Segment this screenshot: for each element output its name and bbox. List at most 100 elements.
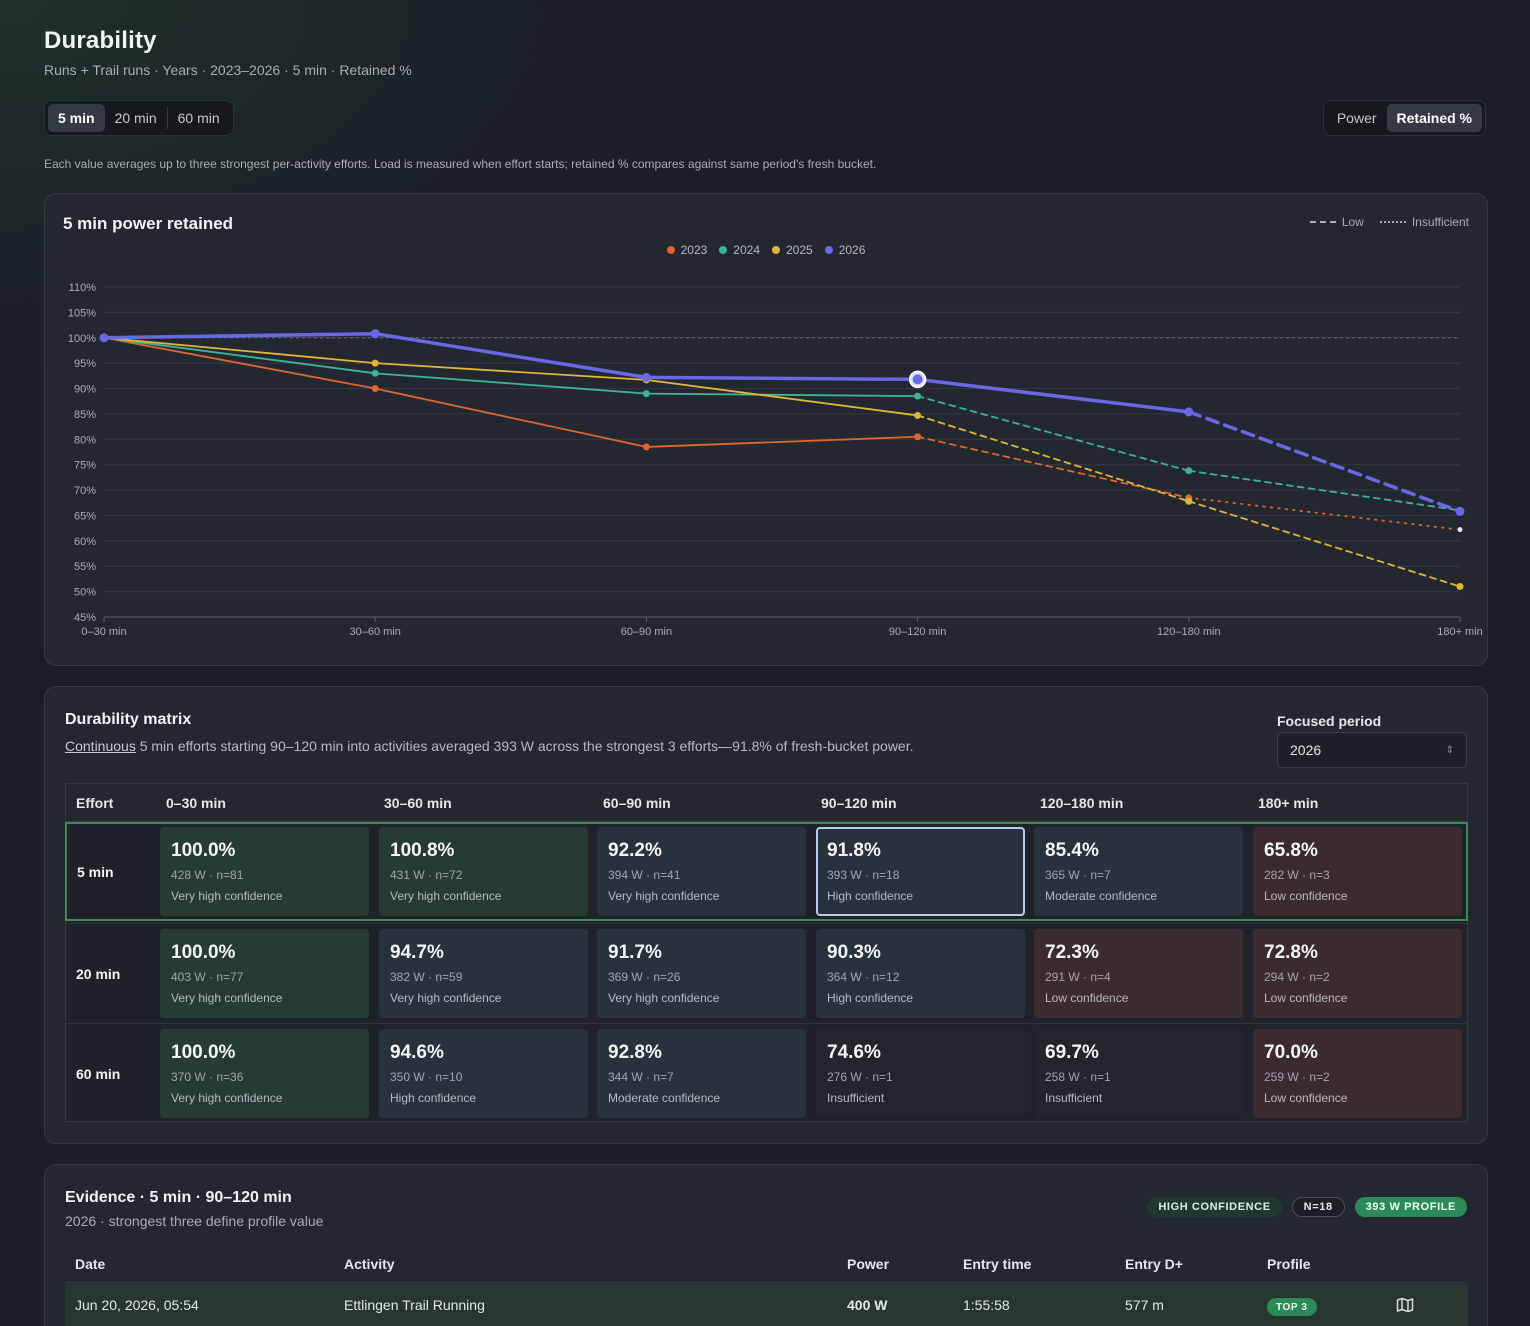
line-style-legend: Low Insufficient bbox=[1309, 215, 1469, 229]
row-power: 400 W bbox=[847, 1297, 888, 1313]
data-point-2024 bbox=[642, 390, 650, 398]
cell-value: 92.2% bbox=[608, 840, 662, 861]
legend-insufficient: Insufficient bbox=[1379, 215, 1469, 229]
page-subtitle: Runs + Trail runs · Years · 2023–2026 · … bbox=[44, 62, 412, 78]
matrix-title: Durability matrix bbox=[65, 711, 192, 728]
matrix-cell[interactable]: 92.8% 344 W · n=7 Moderate confidence bbox=[597, 1029, 806, 1118]
y-tick-label: 45% bbox=[74, 612, 96, 624]
y-tick-label: 50% bbox=[74, 587, 96, 599]
data-point-2025 bbox=[371, 359, 379, 367]
matrix-header-row: Effort 0–30 min 30–60 min 60–90 min 90–1… bbox=[66, 784, 1467, 822]
x-tick-label: 90–120 min bbox=[889, 626, 947, 638]
data-point-2023 bbox=[642, 443, 650, 451]
legend-dot-2025 bbox=[772, 246, 780, 254]
matrix-cell[interactable]: 100.0% 370 W · n=36 Very high confidence bbox=[160, 1029, 369, 1118]
matrix-cell[interactable]: 92.2% 394 W · n=41 Very high confidence bbox=[597, 827, 806, 916]
legend-dot-2026 bbox=[824, 246, 833, 254]
top-3-badge: TOP 3 bbox=[1267, 1298, 1317, 1316]
cell-value: 94.7% bbox=[390, 942, 444, 963]
divider bbox=[166, 107, 168, 129]
focused-period-value: 2026 bbox=[1290, 742, 1322, 758]
matrix-summary-text: 5 min efforts starting 90–120 min into a… bbox=[135, 738, 914, 754]
series-segment-2026 bbox=[373, 331, 649, 380]
legend-low: Low bbox=[1309, 215, 1364, 229]
cell-detail: 365 W · n=7 bbox=[1045, 868, 1111, 882]
window-option-60-min[interactable]: 60 min bbox=[177, 110, 220, 126]
cell-value: 85.4% bbox=[1045, 840, 1099, 861]
matrix-cell[interactable]: 65.8% 282 W · n=3 Low confidence bbox=[1253, 827, 1462, 916]
matrix-cell[interactable]: 69.7% 258 W · n=1 Insufficient bbox=[1034, 1029, 1243, 1118]
legend-label-2024: 2024 bbox=[733, 243, 760, 257]
matrix-cell[interactable]: 100.8% 431 W · n=72 Very high confidence bbox=[379, 827, 588, 916]
focused-period-select[interactable]: 2026 ⇕ bbox=[1277, 732, 1467, 768]
y-tick-label: 110% bbox=[69, 282, 97, 294]
cell-value: 100.0% bbox=[171, 942, 236, 963]
matrix-cell[interactable]: 91.8% 393 W · n=18 High confidence bbox=[816, 827, 1025, 916]
series-segment-2023 bbox=[1187, 496, 1461, 531]
cell-detail: 291 W · n=4 bbox=[1045, 970, 1111, 984]
matrix-cell[interactable]: 100.0% 403 W · n=77 Very high confidence bbox=[160, 929, 369, 1018]
data-point-2026 bbox=[99, 333, 109, 343]
cell-detail: 394 W · n=41 bbox=[608, 868, 681, 882]
row-entry-dplus: 577 m bbox=[1125, 1297, 1164, 1313]
x-tick-label: 60–90 min bbox=[621, 626, 672, 638]
matrix-cell[interactable]: 91.7% 369 W · n=26 Very high confidence bbox=[597, 929, 806, 1018]
matrix-row-label: 20 min bbox=[76, 966, 121, 982]
evidence-badges: HIGH CONFIDENCE N=18 393 W PROFILE bbox=[1147, 1197, 1467, 1217]
cell-confidence: Very high confidence bbox=[608, 991, 720, 1005]
metric-option-power[interactable]: Power bbox=[1336, 110, 1377, 126]
y-tick-label: 85% bbox=[74, 409, 96, 421]
window-option-20-min[interactable]: 20 min bbox=[114, 110, 157, 126]
cell-detail: 344 W · n=7 bbox=[608, 1070, 674, 1084]
map-icon[interactable] bbox=[1396, 1297, 1414, 1313]
x-tick-label: 120–180 min bbox=[1157, 626, 1221, 638]
metric-toggle: Power Retained % bbox=[1322, 100, 1486, 136]
matrix-cell[interactable]: 90.3% 364 W · n=12 High confidence bbox=[816, 929, 1025, 1018]
cell-value: 100.8% bbox=[390, 840, 455, 861]
cell-confidence: Low confidence bbox=[1045, 991, 1129, 1005]
matrix-cell[interactable]: 94.6% 350 W · n=10 High confidence bbox=[379, 1029, 588, 1118]
matrix-cell[interactable]: 72.8% 294 W · n=2 Low confidence bbox=[1253, 929, 1462, 1018]
col-power: Power bbox=[847, 1256, 890, 1272]
legend-item-2023[interactable]: 2023 bbox=[666, 243, 707, 257]
matrix-cell[interactable]: 72.3% 291 W · n=4 Low confidence bbox=[1034, 929, 1243, 1018]
cell-detail: 393 W · n=18 bbox=[827, 868, 900, 882]
data-point-2025 bbox=[1456, 583, 1464, 591]
matrix-cell[interactable]: 100.0% 428 W · n=81 Very high confidence bbox=[160, 827, 369, 916]
series-segment-2024 bbox=[1187, 469, 1461, 512]
continuous-link[interactable]: Continuous bbox=[65, 738, 136, 754]
window-option-5-min[interactable]: 5 min bbox=[48, 104, 105, 132]
matrix-cell[interactable]: 70.0% 259 W · n=2 Low confidence bbox=[1253, 1029, 1462, 1118]
legend-item-2026[interactable]: 2026 bbox=[824, 243, 866, 257]
matrix-row-label: 5 min bbox=[77, 864, 114, 880]
row-entry-time: 1:55:58 bbox=[963, 1297, 1010, 1313]
legend-label-2026: 2026 bbox=[838, 243, 866, 257]
matrix-cell[interactable]: 94.7% 382 W · n=59 Very high confidence bbox=[379, 929, 588, 1018]
series-segment-2025 bbox=[374, 362, 648, 381]
evidence-title: Evidence · 5 min · 90–120 min bbox=[65, 1189, 292, 1206]
series-segment-2024 bbox=[916, 395, 1190, 472]
table-row[interactable]: Jun 20, 2026, 05:54 Ettlingen Trail Runn… bbox=[65, 1284, 1468, 1326]
series-segment-2024 bbox=[645, 392, 919, 398]
cell-value: 91.7% bbox=[608, 942, 662, 963]
data-point-2024 bbox=[371, 369, 379, 377]
metric-option-retained[interactable]: Retained % bbox=[1386, 104, 1482, 132]
data-point-2025 bbox=[914, 411, 922, 419]
legend-dot-2023 bbox=[666, 246, 675, 254]
cell-confidence: Moderate confidence bbox=[1045, 889, 1158, 903]
matrix-cell[interactable]: 85.4% 365 W · n=7 Moderate confidence bbox=[1034, 827, 1243, 916]
legend-item-2024[interactable]: 2024 bbox=[719, 243, 760, 257]
count-badge: N=18 bbox=[1291, 1197, 1345, 1217]
matrix-row-label: 60 min bbox=[76, 1066, 121, 1082]
cell-confidence: High confidence bbox=[390, 1091, 477, 1105]
series-segment-2023 bbox=[645, 435, 919, 448]
data-point-2023 bbox=[914, 433, 922, 441]
series-segment-2024 bbox=[374, 372, 648, 395]
cell-detail: 294 W · n=2 bbox=[1264, 970, 1330, 984]
col-entry-time: Entry time bbox=[963, 1256, 1032, 1272]
x-tick-label: 0–30 min bbox=[81, 626, 126, 638]
legend-item-2025[interactable]: 2025 bbox=[772, 243, 813, 257]
matrix-cell[interactable]: 74.6% 276 W · n=1 Insufficient bbox=[816, 1029, 1025, 1118]
cell-detail: 431 W · n=72 bbox=[390, 868, 463, 882]
cell-value: 70.0% bbox=[1264, 1042, 1318, 1063]
